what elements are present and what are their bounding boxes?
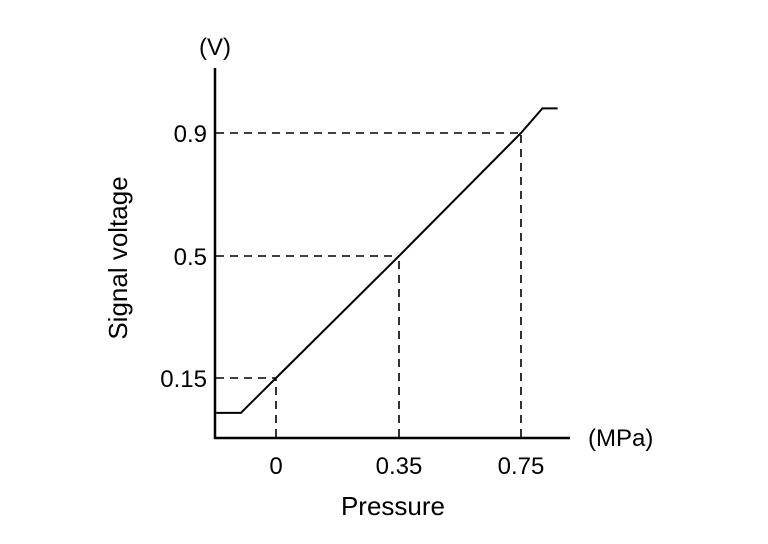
series-line — [216, 107, 558, 414]
y-tick-label: 0.5 — [174, 244, 207, 271]
x-axis-title: Pressure — [341, 491, 445, 521]
y-tick-label: 0.9 — [174, 121, 207, 148]
y-axis-title: Signal voltage — [103, 176, 133, 339]
x-unit-label: (MPa) — [588, 425, 653, 452]
x-tick-label: 0.35 — [376, 453, 423, 480]
x-tick-label: 0.75 — [498, 453, 545, 480]
y-tick-label: 0.15 — [160, 366, 207, 393]
y-unit-label: (V) — [199, 34, 231, 61]
x-tick-label: 0 — [269, 453, 282, 480]
